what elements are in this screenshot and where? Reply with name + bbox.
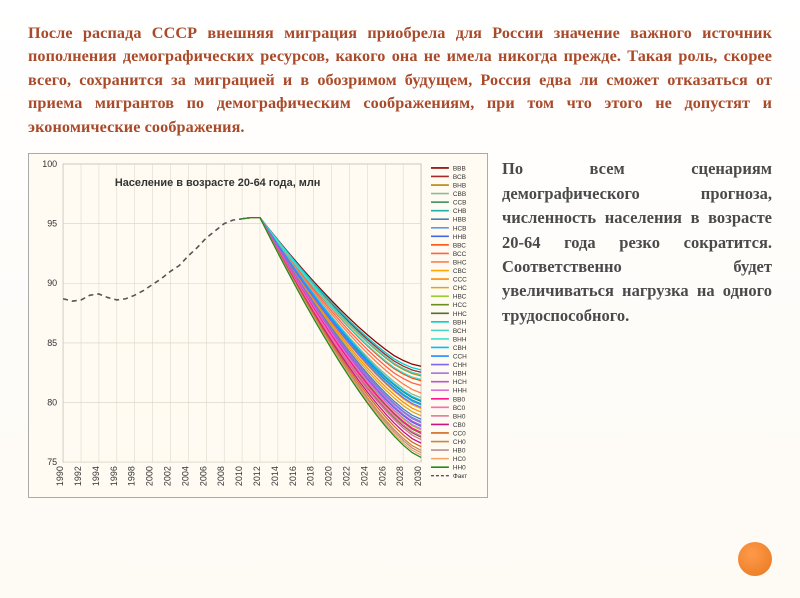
svg-text:2004: 2004 (180, 467, 190, 487)
svg-text:ВВ0: ВВ0 (453, 397, 466, 404)
svg-text:ССН: ССН (453, 354, 467, 361)
svg-text:СН0: СН0 (453, 439, 466, 446)
svg-text:НСН: НСН (453, 380, 467, 387)
svg-text:2012: 2012 (252, 467, 262, 487)
side-paragraph: По всем сценариям демографического прогн… (502, 153, 772, 328)
population-chart: 75 80 85 90 95 100 1990 1992 1994 1996 1998 2000 200… (28, 153, 488, 498)
svg-text:2002: 2002 (163, 467, 173, 487)
svg-text:2026: 2026 (377, 467, 387, 487)
svg-text:НСВ: НСВ (453, 226, 467, 233)
svg-text:1998: 1998 (127, 467, 137, 487)
svg-text:1990: 1990 (55, 467, 65, 487)
svg-text:НС0: НС0 (453, 457, 466, 464)
svg-text:ННС: ННС (453, 311, 467, 318)
svg-text:Факт: Факт (453, 474, 467, 481)
svg-text:СВС: СВС (453, 268, 467, 275)
svg-text:Население в возрасте 20-64 год: Население в возрасте 20-64 года, млн (115, 177, 321, 189)
svg-text:2014: 2014 (270, 467, 280, 487)
svg-text:2030: 2030 (413, 467, 423, 487)
main-paragraph: После распада СССР внешняя миграция прио… (28, 22, 772, 139)
svg-text:2024: 2024 (359, 467, 369, 487)
svg-text:2016: 2016 (288, 467, 298, 487)
svg-text:2008: 2008 (216, 467, 226, 487)
svg-text:СС0: СС0 (453, 431, 466, 438)
svg-text:НВС: НВС (453, 294, 467, 301)
svg-text:2022: 2022 (341, 467, 351, 487)
svg-text:2000: 2000 (145, 467, 155, 487)
svg-text:ВНН: ВНН (453, 337, 467, 344)
svg-text:ВС0: ВС0 (453, 405, 466, 412)
svg-text:ВНС: ВНС (453, 260, 467, 267)
chart-svg: 75 80 85 90 95 100 1990 1992 1994 1996 1998 2000 200… (29, 154, 487, 497)
svg-text:ССВ: ССВ (453, 200, 467, 207)
svg-text:2028: 2028 (395, 467, 405, 487)
svg-text:ННН: ННН (453, 388, 467, 395)
svg-text:ВСН: ВСН (453, 328, 467, 335)
svg-text:СВ0: СВ0 (453, 422, 466, 429)
svg-text:ВВВ: ВВВ (453, 166, 466, 173)
svg-text:НВВ: НВВ (453, 217, 466, 224)
svg-text:НВ0: НВ0 (453, 448, 466, 455)
svg-text:80: 80 (47, 398, 57, 408)
svg-text:ВНВ: ВНВ (453, 183, 466, 190)
svg-text:ВСС: ВСС (453, 251, 467, 258)
svg-text:СНВ: СНВ (453, 209, 467, 216)
svg-text:1992: 1992 (73, 467, 83, 487)
svg-text:ВН0: ВН0 (453, 414, 466, 421)
svg-text:85: 85 (47, 338, 57, 348)
svg-text:75: 75 (47, 458, 57, 468)
svg-text:ННВ: ННВ (453, 234, 467, 241)
svg-text:СВВ: СВВ (453, 191, 466, 198)
decorative-dot (738, 542, 772, 576)
svg-text:2006: 2006 (198, 467, 208, 487)
svg-text:НВН: НВН (453, 371, 467, 378)
svg-text:100: 100 (42, 159, 57, 169)
svg-text:СВН: СВН (453, 345, 467, 352)
svg-text:ССС: ССС (453, 277, 467, 284)
svg-text:ВСВ: ВСВ (453, 174, 466, 181)
svg-text:НСС: НСС (453, 303, 467, 310)
svg-text:1996: 1996 (109, 467, 119, 487)
svg-text:СНС: СНС (453, 286, 467, 293)
svg-text:2010: 2010 (234, 467, 244, 487)
svg-text:НН0: НН0 (453, 465, 466, 472)
svg-text:ВВН: ВВН (453, 320, 467, 327)
bottom-row: 75 80 85 90 95 100 1990 1992 1994 1996 1998 2000 200… (28, 153, 772, 498)
svg-text:ВВС: ВВС (453, 243, 466, 250)
svg-text:90: 90 (47, 279, 57, 289)
slide-container: После распада СССР внешняя миграция прио… (0, 0, 800, 598)
svg-text:СНН: СНН (453, 362, 467, 369)
svg-text:2018: 2018 (306, 467, 316, 487)
svg-text:1994: 1994 (91, 467, 101, 487)
svg-text:2020: 2020 (324, 467, 334, 487)
svg-text:95: 95 (47, 219, 57, 229)
